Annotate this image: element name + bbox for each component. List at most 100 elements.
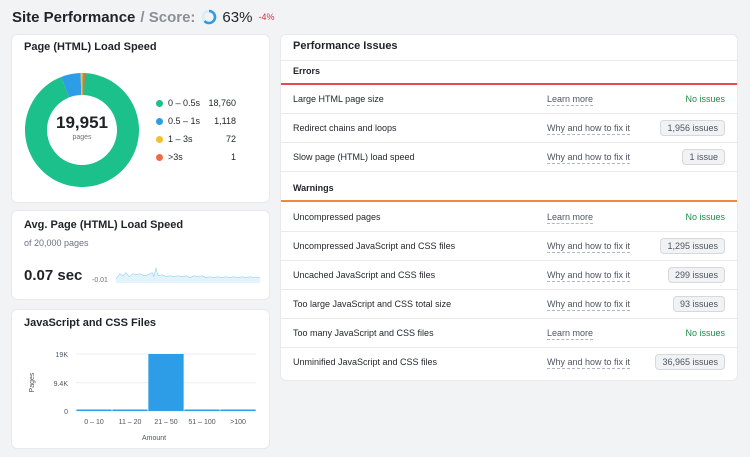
avg-speed-card: Avg. Page (HTML) Load Speed of 20,000 pa…	[12, 211, 269, 299]
y-axis-label: Pages	[29, 372, 36, 392]
legend-label: 0.5 – 1s	[168, 116, 201, 126]
issue-count-badge[interactable]: 1,956 issues	[660, 120, 725, 136]
issue-name: Uncompressed pages	[293, 212, 381, 222]
errors-underline	[281, 83, 737, 85]
legend-value: 1	[230, 152, 236, 162]
page-title: Site Performance	[12, 8, 136, 26]
y-tick-label: 9.4K	[54, 381, 69, 388]
js-css-title[interactable]: JavaScript and CSS Files	[24, 317, 157, 329]
fix-link[interactable]: Why and how to fix it	[547, 152, 631, 164]
legend-item[interactable]: 0 – 0.5s 18,760	[156, 97, 236, 109]
learn-more-link[interactable]: Learn more	[547, 94, 594, 106]
donut-center: 19,951 pages	[23, 113, 141, 141]
legend-value: 72	[225, 134, 236, 144]
load-speed-card: Page (HTML) Load Speed 19,951 pages 0 – …	[12, 35, 269, 202]
issue-row: Large HTML page size Learn more No issue…	[281, 85, 737, 114]
fix-link[interactable]: Why and how to fix it	[547, 299, 631, 311]
issue-row: Too large JavaScript and CSS total size …	[281, 290, 737, 319]
avg-speed-title[interactable]: Avg. Page (HTML) Load Speed	[24, 219, 184, 231]
donut-slice[interactable]	[61, 73, 82, 98]
fix-link[interactable]: Why and how to fix it	[547, 357, 631, 369]
x-tick-label: 11 – 20	[119, 419, 142, 426]
x-tick-label: >100	[230, 419, 246, 426]
legend-value: 1,118	[214, 116, 236, 126]
avg-speed-sparkline[interactable]	[116, 265, 260, 287]
divider	[281, 60, 737, 61]
issue-row: Uncompressed pages Learn more No issues	[281, 203, 737, 232]
bar[interactable]	[184, 409, 220, 412]
donut-slice[interactable]	[82, 73, 85, 96]
load-speed-title[interactable]: Page (HTML) Load Speed	[24, 41, 157, 53]
donut-total-label: pages	[72, 134, 92, 141]
issue-row: Slow page (HTML) load speed Why and how …	[281, 143, 737, 172]
issue-count-badge[interactable]: 299 issues	[667, 267, 725, 283]
avg-speed-delta: -0.01	[92, 277, 108, 284]
donut-slice[interactable]	[25, 73, 139, 187]
issue-name: Slow page (HTML) load speed	[293, 152, 415, 162]
learn-more-link[interactable]: Learn more	[547, 212, 594, 224]
fix-link[interactable]: Why and how to fix it	[547, 241, 631, 253]
score-value: 63%	[222, 8, 253, 26]
score-label: / Score:	[140, 8, 196, 26]
legend-value: 18,760	[208, 98, 236, 108]
donut-total: 19,951	[56, 113, 108, 132]
avg-speed-value: 0.07 sec	[24, 267, 83, 284]
fix-link[interactable]: Why and how to fix it	[547, 123, 631, 135]
x-tick-label: 51 – 100	[188, 419, 215, 426]
legend-dot	[156, 99, 163, 107]
legend-dot	[156, 135, 163, 143]
y-tick-label: 19K	[56, 352, 69, 359]
issue-count-badge[interactable]: 36,965 issues	[655, 354, 725, 370]
bar[interactable]	[76, 409, 112, 412]
score-ring-icon	[201, 9, 217, 25]
score-delta: -4%	[258, 12, 275, 22]
issue-row: Redirect chains and loops Why and how to…	[281, 114, 737, 143]
issue-row: Uncompressed JavaScript and CSS files Wh…	[281, 232, 737, 261]
legend-item[interactable]: 0.5 – 1s 1,118	[156, 115, 236, 127]
learn-more-link[interactable]: Learn more	[547, 328, 594, 340]
performance-issues-card: Performance Issues Errors Large HTML pag…	[281, 35, 737, 380]
performance-issues-title: Performance Issues	[293, 40, 398, 52]
issue-name: Uncached JavaScript and CSS files	[293, 270, 436, 280]
issue-name: Uncompressed JavaScript and CSS files	[293, 241, 456, 251]
x-axis-label: Amount	[142, 435, 166, 442]
donut-slice[interactable]	[80, 73, 83, 96]
issue-name: Too many JavaScript and CSS files	[293, 328, 434, 338]
js-css-card: JavaScript and CSS Files 19K 9.4K 0 Pages 0 …	[12, 310, 269, 448]
bar[interactable]	[112, 409, 148, 412]
page-header: Site Performance / Score: 63% -4%	[12, 6, 274, 28]
issue-count-badge[interactable]: 1,295 issues	[660, 238, 725, 254]
bar[interactable]	[148, 354, 184, 411]
load-speed-donut[interactable]	[23, 71, 141, 189]
legend-item[interactable]: >3s 1	[156, 151, 236, 163]
legend-dot	[156, 153, 163, 161]
issue-row: Too many JavaScript and CSS files Learn …	[281, 319, 737, 348]
fix-link[interactable]: Why and how to fix it	[547, 270, 631, 282]
issue-name: Unminified JavaScript and CSS files	[293, 357, 438, 367]
issue-count-badge[interactable]: 1 issue	[682, 149, 725, 165]
issue-status: No issues	[685, 94, 725, 104]
x-tick-label: 21 – 50	[154, 419, 177, 426]
errors-heading: Errors	[293, 66, 321, 76]
issue-name: Large HTML page size	[293, 94, 384, 104]
issue-row: Unminified JavaScript and CSS files Why …	[281, 348, 737, 377]
y-tick-label: 0	[64, 409, 68, 416]
issue-status: No issues	[685, 212, 725, 222]
load-speed-legend: 0 – 0.5s 18,760 0.5 – 1s 1,118 1 – 3s 72…	[156, 97, 236, 163]
legend-label: 1 – 3s	[168, 134, 193, 144]
legend-dot	[156, 117, 163, 125]
legend-item[interactable]: 1 – 3s 72	[156, 133, 236, 145]
bar[interactable]	[220, 409, 256, 412]
issue-status: No issues	[685, 328, 725, 338]
js-css-bar-chart: 19K 9.4K 0 Pages 0 – 10 11 – 20 21 – 50 51 – 10…	[29, 352, 256, 442]
warnings-underline	[281, 200, 737, 202]
legend-label: >3s	[168, 152, 183, 162]
issue-name: Too large JavaScript and CSS total size	[293, 299, 452, 309]
issue-count-badge[interactable]: 93 issues	[672, 296, 725, 312]
legend-label: 0 – 0.5s	[168, 98, 201, 108]
avg-speed-subtitle: of 20,000 pages	[24, 238, 89, 248]
x-tick-label: 0 – 10	[84, 419, 104, 426]
issue-name: Redirect chains and loops	[293, 123, 397, 133]
warnings-heading: Warnings	[293, 183, 334, 193]
issue-row: Uncached JavaScript and CSS files Why an…	[281, 261, 737, 290]
